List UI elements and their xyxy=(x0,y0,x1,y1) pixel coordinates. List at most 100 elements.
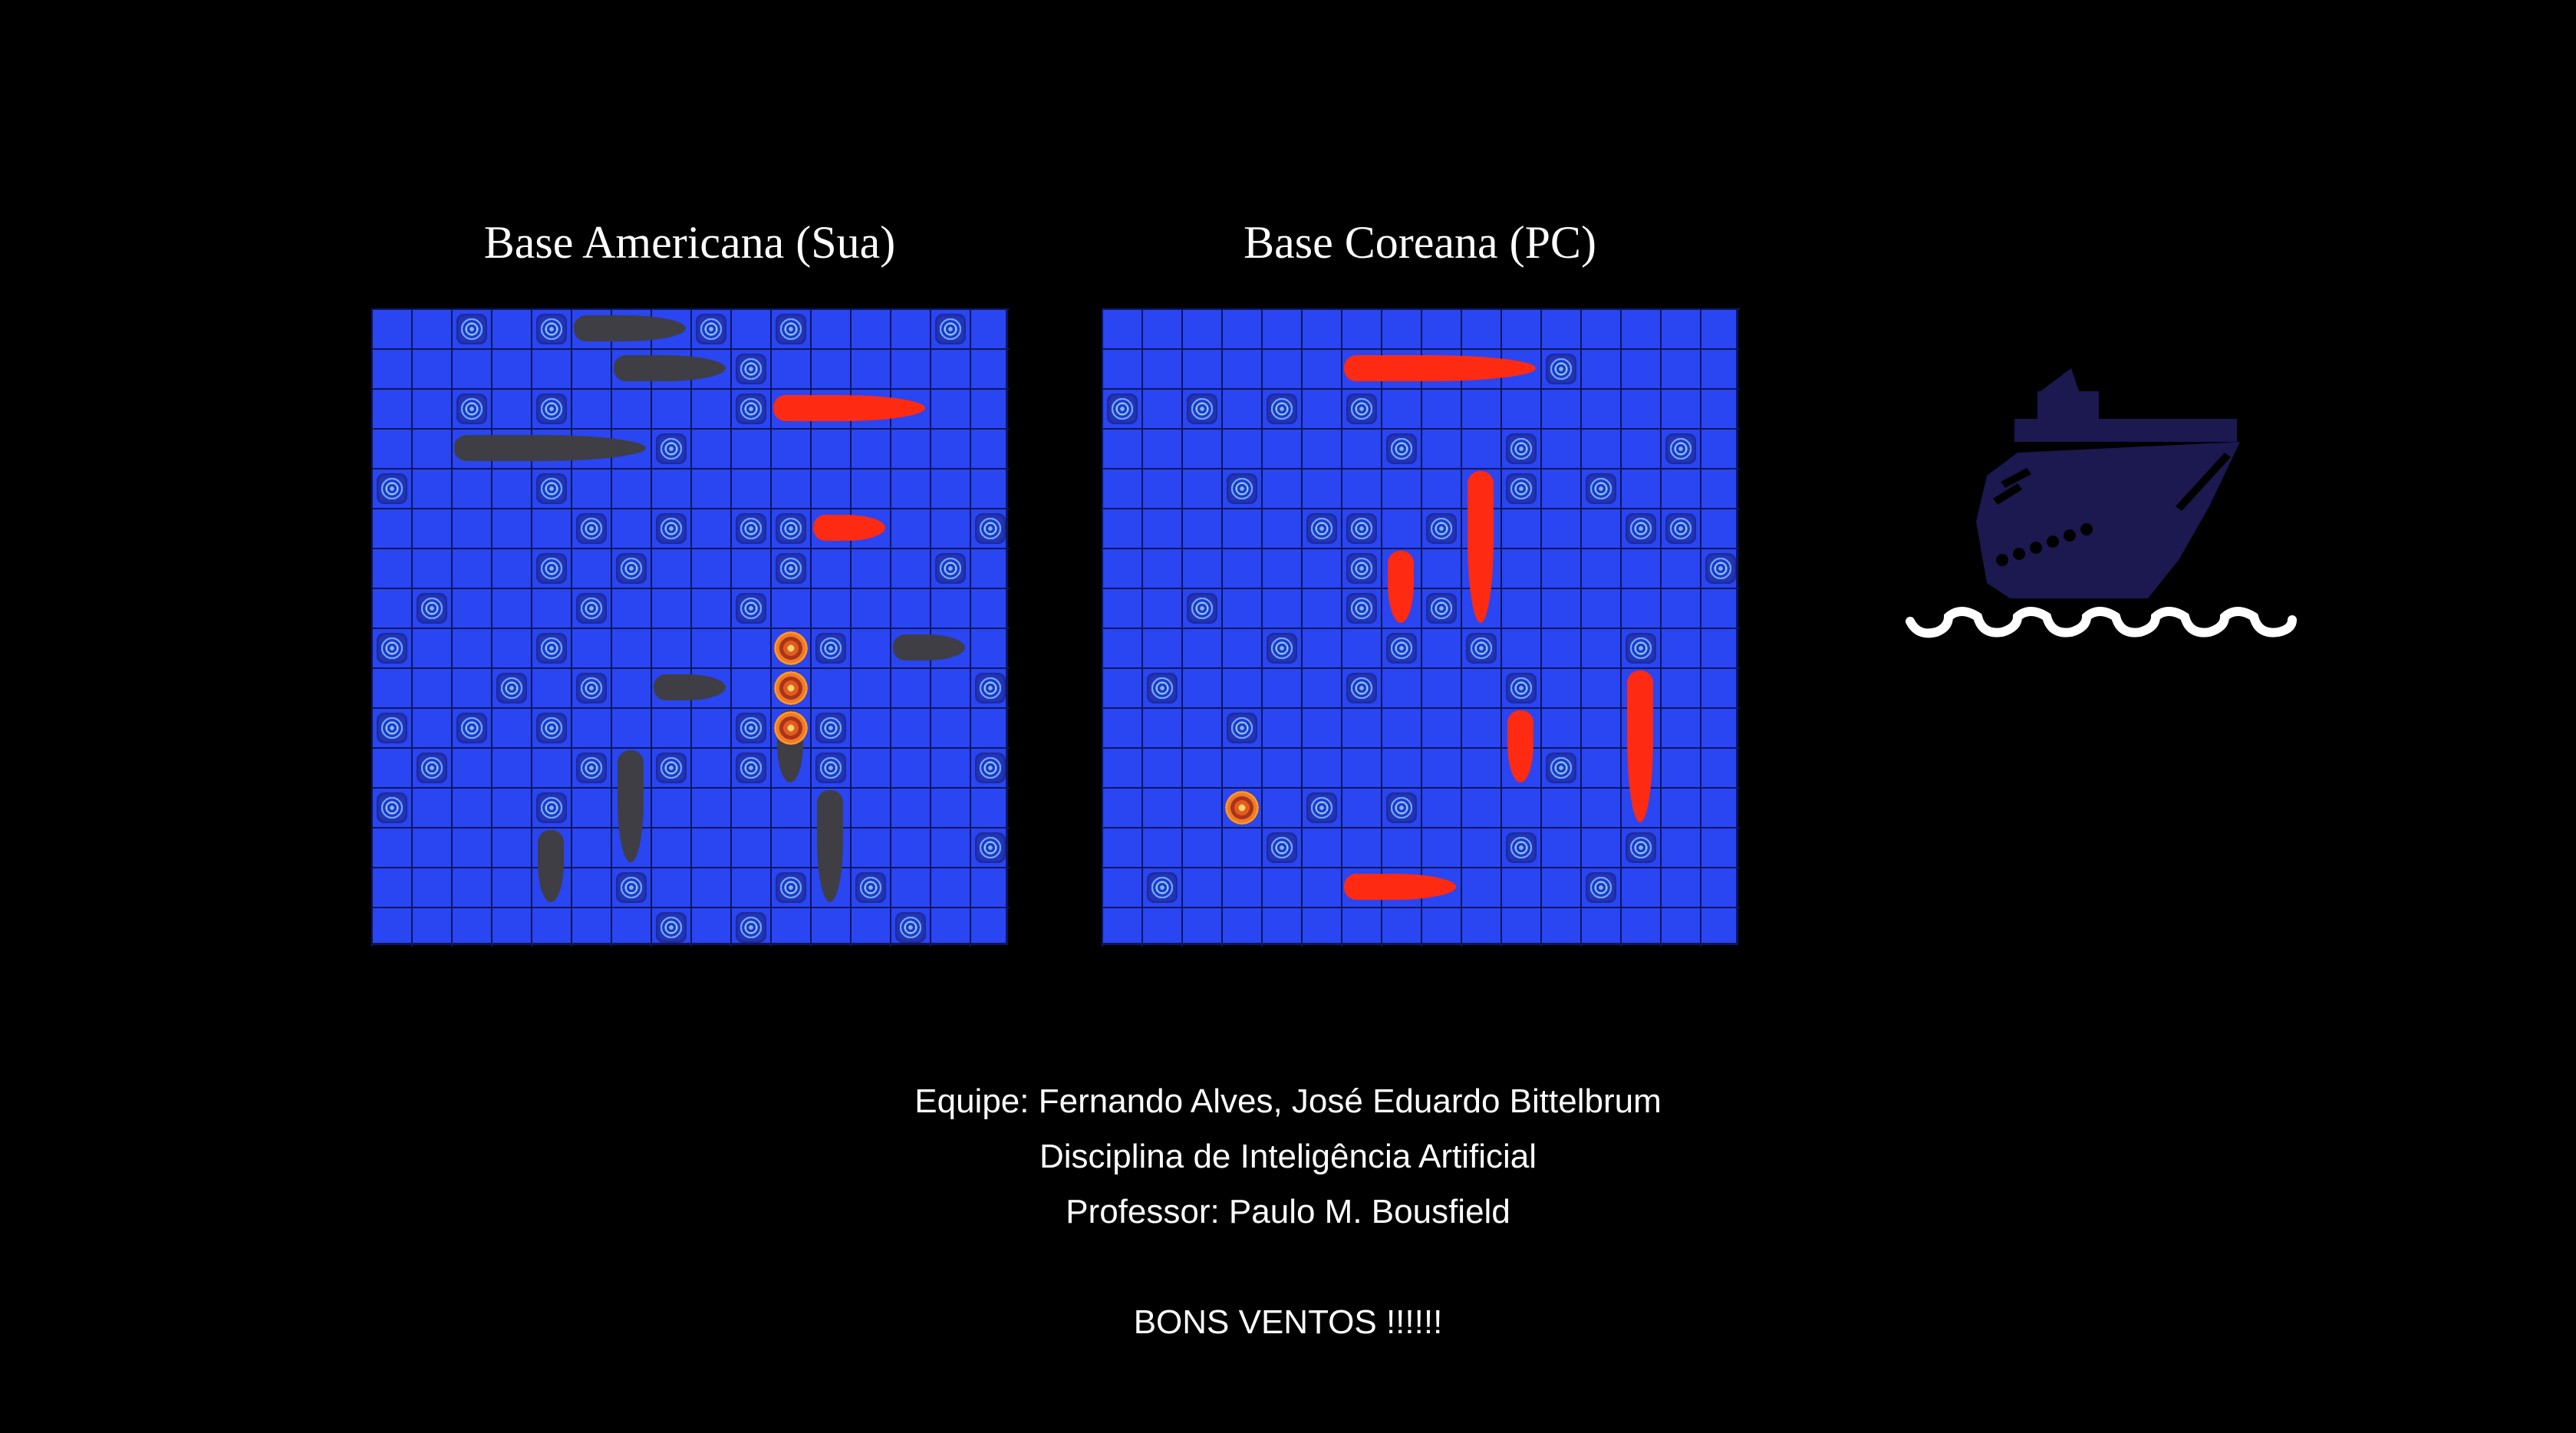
grid-cell[interactable] xyxy=(1620,907,1660,947)
grid-cell[interactable] xyxy=(1102,747,1141,787)
grid-cell[interactable] xyxy=(1500,628,1540,667)
grid-cell[interactable] xyxy=(1341,348,1381,388)
grid-cell[interactable] xyxy=(1301,308,1341,348)
grid-cell[interactable] xyxy=(1301,747,1341,787)
grid-cell[interactable] xyxy=(1700,468,1740,508)
grid-cell[interactable] xyxy=(1421,628,1461,667)
grid-cell[interactable] xyxy=(1620,308,1660,348)
grid-cell[interactable] xyxy=(1461,867,1500,907)
grid-cell[interactable] xyxy=(1261,308,1301,348)
grid-cell[interactable] xyxy=(1660,867,1700,907)
grid-cell[interactable] xyxy=(1301,548,1341,588)
grid-cell[interactable] xyxy=(1181,707,1221,747)
grid-cell[interactable] xyxy=(1660,907,1700,947)
grid-cell[interactable] xyxy=(1620,468,1660,508)
grid-cell[interactable] xyxy=(1301,388,1341,428)
grid-cell[interactable] xyxy=(1700,588,1740,628)
grid-cell[interactable] xyxy=(1102,348,1141,388)
grid-cell[interactable] xyxy=(1660,468,1700,508)
grid-cell[interactable] xyxy=(1301,907,1341,947)
grid-cell[interactable] xyxy=(1341,428,1381,468)
grid-cell[interactable] xyxy=(1341,667,1381,707)
grid-cell[interactable] xyxy=(1580,428,1620,468)
grid-cell[interactable] xyxy=(1381,907,1421,947)
grid-cell[interactable] xyxy=(1261,348,1301,388)
grid-cell[interactable] xyxy=(1381,667,1421,707)
grid-cell[interactable] xyxy=(1341,508,1381,548)
grid-cell[interactable] xyxy=(1181,827,1221,867)
grid-cell[interactable] xyxy=(1620,348,1660,388)
grid-cell[interactable] xyxy=(1102,907,1141,947)
grid-cell[interactable] xyxy=(1421,388,1461,428)
grid-cell[interactable] xyxy=(1540,588,1580,628)
grid-cell[interactable] xyxy=(1660,508,1700,548)
grid-cell[interactable] xyxy=(1620,867,1660,907)
grid-cell[interactable] xyxy=(1700,348,1740,388)
grid-cell[interactable] xyxy=(1141,827,1181,867)
grid-cell[interactable] xyxy=(1660,548,1700,588)
grid-cell[interactable] xyxy=(1301,428,1341,468)
grid-cell[interactable] xyxy=(1620,667,1660,707)
enemy-board[interactable] xyxy=(1102,308,1740,947)
grid-cell[interactable] xyxy=(1102,867,1141,907)
grid-cell[interactable] xyxy=(1461,428,1500,468)
grid-cell[interactable] xyxy=(1500,588,1540,628)
grid-cell[interactable] xyxy=(1620,428,1660,468)
grid-cell[interactable] xyxy=(1461,667,1500,707)
grid-cell[interactable] xyxy=(1261,667,1301,707)
grid-cell[interactable] xyxy=(1181,468,1221,508)
grid-cell[interactable] xyxy=(1301,827,1341,867)
grid-cell[interactable] xyxy=(1221,787,1261,827)
grid-cell[interactable] xyxy=(1141,787,1181,827)
grid-cell[interactable] xyxy=(1221,827,1261,867)
grid-cell[interactable] xyxy=(1141,707,1181,747)
grid-cell[interactable] xyxy=(1341,388,1381,428)
grid-cell[interactable] xyxy=(1181,428,1221,468)
grid-cell[interactable] xyxy=(1261,707,1301,747)
grid-cell[interactable] xyxy=(1381,628,1421,667)
grid-cell[interactable] xyxy=(1461,907,1500,947)
grid-cell[interactable] xyxy=(1660,628,1700,667)
grid-cell[interactable] xyxy=(1580,588,1620,628)
grid-cell[interactable] xyxy=(1540,707,1580,747)
grid-cell[interactable] xyxy=(1301,588,1341,628)
grid-cell[interactable] xyxy=(1660,667,1700,707)
grid-cell[interactable] xyxy=(1102,827,1141,867)
grid-cell[interactable] xyxy=(1181,667,1221,707)
grid-cell[interactable] xyxy=(1141,468,1181,508)
grid-cell[interactable] xyxy=(1540,348,1580,388)
grid-cell[interactable] xyxy=(1102,628,1141,667)
grid-cell[interactable] xyxy=(1141,747,1181,787)
grid-cell[interactable] xyxy=(1580,747,1620,787)
grid-cell[interactable] xyxy=(1620,388,1660,428)
grid-cell[interactable] xyxy=(1341,827,1381,867)
grid-cell[interactable] xyxy=(1500,787,1540,827)
grid-cell[interactable] xyxy=(1341,468,1381,508)
grid-cell[interactable] xyxy=(1141,867,1181,907)
grid-cell[interactable] xyxy=(1580,308,1620,348)
grid-cell[interactable] xyxy=(1660,707,1700,747)
grid-cell[interactable] xyxy=(1141,907,1181,947)
grid-cell[interactable] xyxy=(1102,388,1141,428)
grid-cell[interactable] xyxy=(1341,787,1381,827)
grid-cell[interactable] xyxy=(1620,508,1660,548)
grid-cell[interactable] xyxy=(1221,588,1261,628)
grid-cell[interactable] xyxy=(1301,707,1341,747)
grid-cell[interactable] xyxy=(1381,428,1421,468)
grid-cell[interactable] xyxy=(1580,667,1620,707)
grid-cell[interactable] xyxy=(1620,628,1660,667)
grid-cell[interactable] xyxy=(1261,388,1301,428)
grid-cell[interactable] xyxy=(1381,308,1421,348)
grid-cell[interactable] xyxy=(1261,468,1301,508)
grid-cell[interactable] xyxy=(1700,308,1740,348)
grid-cell[interactable] xyxy=(1700,867,1740,907)
grid-cell[interactable] xyxy=(1341,548,1381,588)
grid-cell[interactable] xyxy=(1381,548,1421,588)
grid-cell[interactable] xyxy=(1341,308,1381,348)
grid-cell[interactable] xyxy=(1381,388,1421,428)
grid-cell[interactable] xyxy=(1421,508,1461,548)
grid-cell[interactable] xyxy=(1341,707,1381,747)
grid-cell[interactable] xyxy=(1381,747,1421,787)
grid-cell[interactable] xyxy=(1221,428,1261,468)
grid-cell[interactable] xyxy=(1341,907,1381,947)
